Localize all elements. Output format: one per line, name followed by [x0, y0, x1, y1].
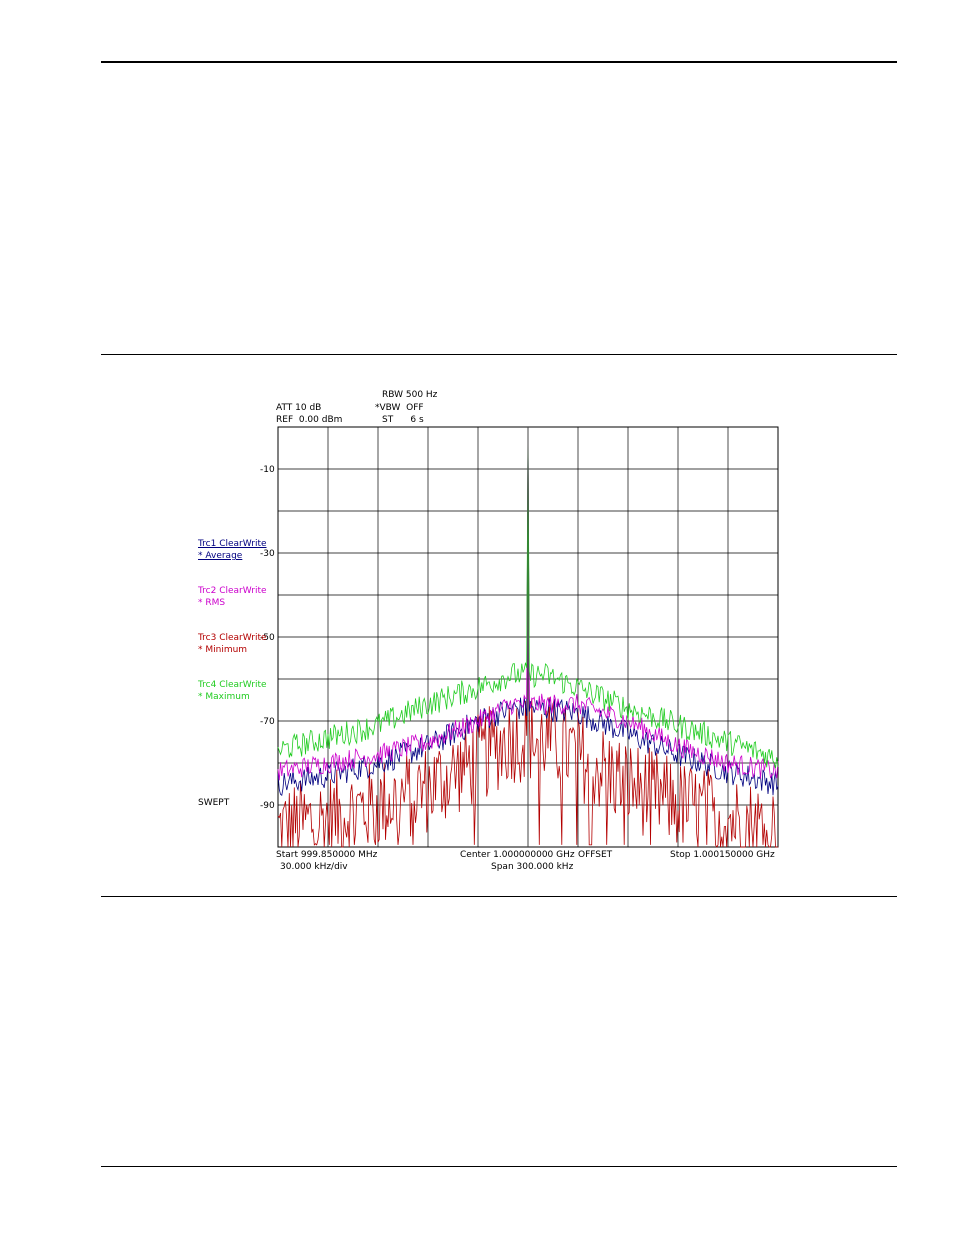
- sweep-mode-label: SWEPT: [198, 798, 230, 808]
- rbw-label: RBW 500 Hz: [382, 390, 438, 400]
- legend-trc4-detector: * Maximum: [198, 692, 250, 702]
- legend-trc2-name: Trc2 ClearWrite: [198, 586, 267, 596]
- y-tick-label: -90: [260, 801, 275, 811]
- per-division-label: 30.000 kHz/div: [280, 862, 348, 872]
- center-frequency-label: Center 1.000000000 GHz: [460, 850, 575, 860]
- stop-frequency-label: Stop 1.000150000 GHz: [670, 850, 775, 860]
- sweep-time-label: ST 6 s: [382, 415, 424, 425]
- y-tick-label: -10: [260, 465, 275, 475]
- y-tick-label: -50: [260, 633, 275, 643]
- span-label: Span 300.000 kHz: [491, 862, 574, 872]
- y-tick-label: -70: [260, 717, 275, 727]
- legend-trc1-name: Trc1 ClearWrite: [198, 539, 267, 549]
- ref-label: REF 0.00 dBm: [276, 415, 343, 425]
- legend-trc3-detector: * Minimum: [198, 645, 248, 655]
- spectrum-plot: -10 -30 -50 -70 -90: [260, 426, 779, 848]
- att-label: ATT 10 dB: [276, 403, 322, 413]
- legend-trc2-detector: * RMS: [198, 598, 226, 608]
- trace-group: [277, 426, 779, 848]
- bottom-rule: [101, 1166, 897, 1167]
- legend-trc4-name: Trc4 ClearWrite: [198, 680, 267, 690]
- vbw-label: *VBW OFF: [375, 403, 424, 413]
- spectrum-analyzer-figure: RBW 500 Hz ATT 10 dB *VBW OFF REF 0.00 d…: [194, 381, 808, 879]
- y-tick-label: -30: [260, 549, 275, 559]
- top-rule: [101, 61, 897, 63]
- legend-trc1-detector: * Average: [198, 551, 243, 561]
- offset-label: OFFSET: [578, 850, 613, 860]
- y-tick-labels: -10 -30 -50 -70 -90: [260, 465, 275, 811]
- figure-top-rule: [101, 354, 897, 355]
- start-frequency-label: Start 999.850000 MHz: [276, 850, 378, 860]
- figure-bottom-rule: [101, 896, 897, 897]
- legend-trc3-name: Trc3 ClearWrite: [198, 633, 267, 643]
